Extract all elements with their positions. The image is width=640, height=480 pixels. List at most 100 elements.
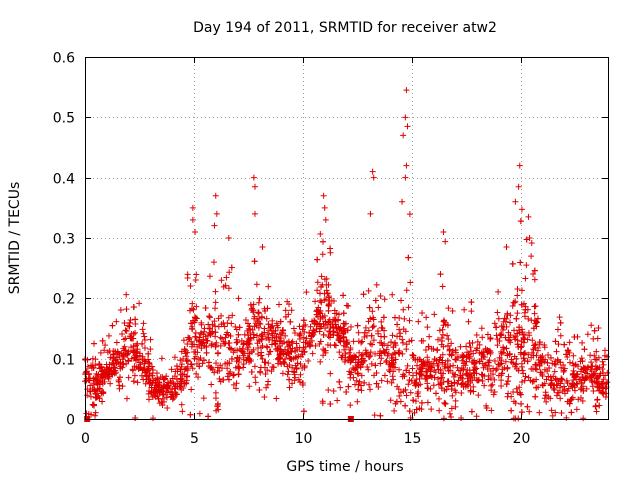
data-point (142, 358, 149, 365)
data-point (340, 292, 347, 299)
data-point (131, 363, 138, 370)
data-point (512, 400, 519, 407)
data-point (207, 331, 214, 338)
data-point (531, 317, 538, 324)
data-point (212, 389, 219, 396)
data-point (187, 320, 194, 327)
data-point (422, 346, 429, 353)
data-point (552, 409, 559, 416)
data-point (547, 395, 554, 402)
data-point (481, 354, 488, 361)
data-point (378, 377, 385, 384)
data-point (528, 354, 535, 361)
data-point (285, 338, 292, 345)
data-point (488, 382, 495, 389)
data-point (362, 351, 369, 358)
data-point (397, 389, 404, 396)
data-point (262, 359, 269, 366)
data-point (560, 383, 567, 390)
data-point (424, 354, 431, 361)
data-point (294, 360, 301, 367)
data-point (557, 332, 564, 339)
data-point (184, 357, 191, 364)
data-point (442, 400, 449, 407)
data-point (297, 330, 304, 337)
data-point (224, 365, 231, 372)
data-point (246, 383, 253, 390)
data-point (184, 340, 191, 347)
data-point (521, 336, 528, 343)
data-point (478, 355, 485, 362)
data-point (405, 304, 412, 311)
data-point (259, 355, 266, 362)
data-point (413, 369, 420, 376)
data-point (273, 320, 280, 327)
data-point (188, 305, 195, 312)
data-point (171, 354, 178, 361)
data-point (255, 309, 262, 316)
data-point (193, 303, 200, 310)
data-point (128, 355, 135, 362)
data-point (334, 397, 341, 404)
data-point (122, 327, 129, 334)
data-point (519, 378, 526, 385)
data-point (92, 409, 99, 416)
data-point (321, 312, 328, 319)
data-point (397, 330, 404, 337)
data-point (428, 406, 435, 413)
data-point (134, 379, 141, 386)
data-point (236, 365, 243, 372)
x-tick-label: 10 (295, 431, 313, 447)
data-point (378, 333, 385, 340)
data-point (265, 321, 272, 328)
data-point (329, 325, 336, 332)
data-point (130, 349, 137, 356)
data-point (164, 404, 171, 411)
data-point (504, 393, 511, 400)
data-point (193, 370, 200, 377)
data-point (197, 338, 204, 345)
data-point (547, 354, 554, 361)
data-point (502, 334, 509, 341)
data-point (123, 328, 130, 335)
data-point (571, 382, 578, 389)
data-point (484, 331, 491, 338)
data-point (87, 388, 94, 395)
data-point (337, 384, 344, 391)
data-point (512, 336, 519, 343)
data-point (158, 355, 165, 362)
data-point (421, 361, 428, 368)
data-point (402, 114, 409, 121)
data-point (345, 383, 352, 390)
data-point (343, 339, 350, 346)
data-point (288, 348, 295, 355)
data-point (505, 390, 512, 397)
data-point (372, 362, 379, 369)
data-point (461, 306, 468, 313)
data-point (258, 352, 265, 359)
data-point (445, 336, 452, 343)
data-point (491, 357, 498, 364)
data-point (388, 339, 395, 346)
data-point (579, 398, 586, 405)
data-point (235, 371, 242, 378)
data-point (516, 162, 523, 169)
data-point (331, 341, 338, 348)
data-point (516, 324, 523, 331)
data-point (212, 395, 219, 402)
data-point (225, 314, 232, 321)
data-point (185, 334, 192, 341)
data-point (417, 371, 424, 378)
data-point (561, 341, 568, 348)
data-point (218, 312, 225, 319)
data-point (512, 198, 519, 205)
data-point (202, 305, 209, 312)
data-point (467, 377, 474, 384)
data-point (498, 370, 505, 377)
data-point (400, 306, 407, 313)
data-point (452, 356, 459, 363)
data-point (251, 258, 258, 265)
data-point (317, 297, 324, 304)
data-point (498, 360, 505, 367)
